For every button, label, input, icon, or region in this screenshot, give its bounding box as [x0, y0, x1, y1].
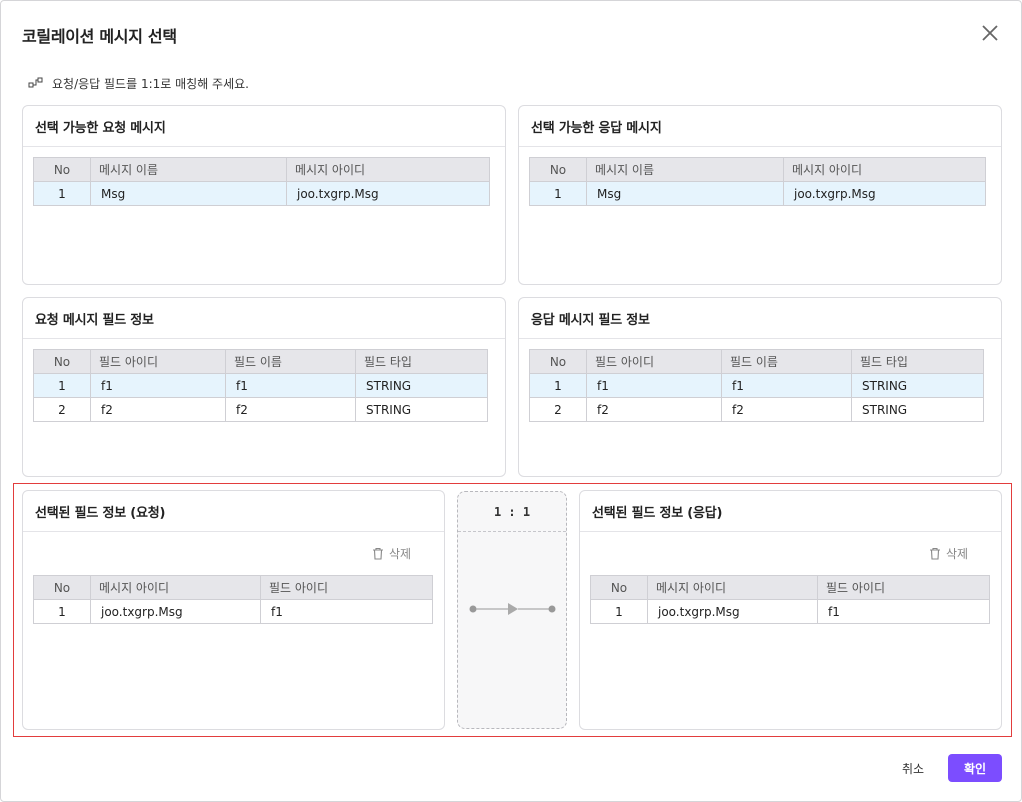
- cell: f1: [225, 373, 356, 398]
- cell: f2: [721, 397, 852, 422]
- dialog-title: 코릴레이션 메시지 선택: [22, 27, 177, 46]
- cell: f1: [90, 373, 226, 398]
- trash-icon: [373, 547, 383, 560]
- cell: f1: [586, 373, 722, 398]
- table-row[interactable]: 1 joo.txgrp.Msg f1: [33, 599, 433, 624]
- mapping-ratio: 1 : 1: [458, 492, 566, 532]
- delete-label: 삭제: [389, 547, 412, 561]
- col-header: 필드 아이디: [817, 575, 990, 600]
- response-field-panel: 응답 메시지 필드 정보 No 필드 아이디 필드 이름 필드 타입 1 f1 …: [518, 297, 1002, 477]
- col-header: 필드 아이디: [586, 349, 722, 374]
- cell: joo.txgrp.Msg: [286, 181, 490, 206]
- cell: f1: [260, 599, 433, 624]
- response-field-table: No 필드 아이디 필드 이름 필드 타입 1 f1 f1 STRING 2 f…: [529, 349, 984, 422]
- col-header: No: [529, 157, 587, 182]
- cell: 1: [529, 181, 587, 206]
- cell: 2: [529, 397, 587, 422]
- table-row[interactable]: 1 joo.txgrp.Msg f1: [590, 599, 990, 624]
- delete-button[interactable]: 삭제: [372, 545, 411, 562]
- col-header: 필드 아이디: [90, 349, 226, 374]
- cell: Msg: [586, 181, 784, 206]
- table-row[interactable]: 1 Msg joo.txgrp.Msg: [33, 181, 490, 206]
- selected-response-table: No 메시지 아이디 필드 아이디 1 joo.txgrp.Msg f1: [590, 575, 990, 624]
- cell: f2: [90, 397, 226, 422]
- cell: STRING: [355, 373, 488, 398]
- response-message-panel: 선택 가능한 응답 메시지 No 메시지 이름 메시지 아이디 1 Msg jo…: [518, 105, 1002, 285]
- panel-title: 선택 가능한 요청 메시지: [23, 106, 505, 147]
- hint-text: 요청/응답 필드를 1:1로 매칭해 주세요.: [28, 75, 249, 91]
- col-header: 메시지 아이디: [90, 575, 261, 600]
- delete-button[interactable]: 삭제: [929, 545, 968, 562]
- panel-title: 선택 가능한 응답 메시지: [519, 106, 1001, 147]
- cell: 1: [529, 373, 587, 398]
- col-header: No: [33, 349, 91, 374]
- panel-title: 요청 메시지 필드 정보: [23, 298, 505, 339]
- table-row[interactable]: 2 f2 f2 STRING: [33, 397, 488, 422]
- confirm-button[interactable]: 확인: [948, 754, 1002, 782]
- cell: 1: [590, 599, 648, 624]
- selection-highlight: [13, 483, 1012, 737]
- cell: Msg: [90, 181, 287, 206]
- table-row[interactable]: 1 f1 f1 STRING: [529, 373, 984, 398]
- cell: STRING: [851, 373, 984, 398]
- delete-label: 삭제: [946, 547, 969, 561]
- selected-request-table: No 메시지 아이디 필드 아이디 1 joo.txgrp.Msg f1: [33, 575, 433, 624]
- table-row[interactable]: 1 f1 f1 STRING: [33, 373, 488, 398]
- col-header: 메시지 이름: [586, 157, 784, 182]
- cancel-button[interactable]: 취소: [901, 761, 925, 776]
- cell: joo.txgrp.Msg: [783, 181, 986, 206]
- cell: f2: [225, 397, 356, 422]
- cell: joo.txgrp.Msg: [90, 599, 261, 624]
- response-message-table: No 메시지 이름 메시지 아이디 1 Msg joo.txgrp.Msg: [529, 157, 986, 206]
- col-header: 필드 이름: [225, 349, 356, 374]
- request-field-panel: 요청 메시지 필드 정보 No 필드 아이디 필드 이름 필드 타입 1 f1 …: [22, 297, 506, 477]
- cell: 1: [33, 599, 91, 624]
- table-row[interactable]: 1 Msg joo.txgrp.Msg: [529, 181, 986, 206]
- link-icon: [28, 77, 43, 88]
- cell: STRING: [851, 397, 984, 422]
- arrow-right-icon: [469, 603, 556, 615]
- panel-title: 응답 메시지 필드 정보: [519, 298, 1001, 339]
- selected-request-panel: 선택된 필드 정보 (요청) 삭제 No 메시지 아이디 필드 아이디 1 jo…: [22, 490, 445, 730]
- col-header: 필드 아이디: [260, 575, 433, 600]
- col-header: 필드 타입: [851, 349, 984, 374]
- col-header: 메시지 이름: [90, 157, 287, 182]
- request-field-table: No 필드 아이디 필드 이름 필드 타입 1 f1 f1 STRING 2 f…: [33, 349, 488, 422]
- cell: f1: [721, 373, 852, 398]
- selected-response-panel: 선택된 필드 정보 (응답) 삭제 No 메시지 아이디 필드 아이디 1 jo…: [579, 490, 1002, 730]
- col-header: 필드 이름: [721, 349, 852, 374]
- col-header: 메시지 아이디: [647, 575, 818, 600]
- cell: 1: [33, 181, 91, 206]
- close-icon[interactable]: [980, 23, 1000, 43]
- request-message-panel: 선택 가능한 요청 메시지 No 메시지 이름 메시지 아이디 1 Msg jo…: [22, 105, 506, 285]
- table-row[interactable]: 2 f2 f2 STRING: [529, 397, 984, 422]
- col-header: 메시지 아이디: [783, 157, 986, 182]
- cell: 2: [33, 397, 91, 422]
- cell: f1: [817, 599, 990, 624]
- cell: 1: [33, 373, 91, 398]
- col-header: No: [590, 575, 648, 600]
- panel-title: 선택된 필드 정보 (요청): [23, 491, 444, 532]
- cell: f2: [586, 397, 722, 422]
- panel-title: 선택된 필드 정보 (응답): [580, 491, 1001, 532]
- cell: joo.txgrp.Msg: [647, 599, 818, 624]
- col-header: No: [33, 575, 91, 600]
- hint-label: 요청/응답 필드를 1:1로 매칭해 주세요.: [52, 76, 249, 91]
- col-header: 필드 타입: [355, 349, 488, 374]
- cell: STRING: [355, 397, 488, 422]
- col-header: No: [33, 157, 91, 182]
- col-header: 메시지 아이디: [286, 157, 490, 182]
- col-header: No: [529, 349, 587, 374]
- mapping-panel: 1 : 1: [457, 491, 567, 729]
- trash-icon: [930, 547, 940, 560]
- request-message-table: No 메시지 이름 메시지 아이디 1 Msg joo.txgrp.Msg: [33, 157, 490, 206]
